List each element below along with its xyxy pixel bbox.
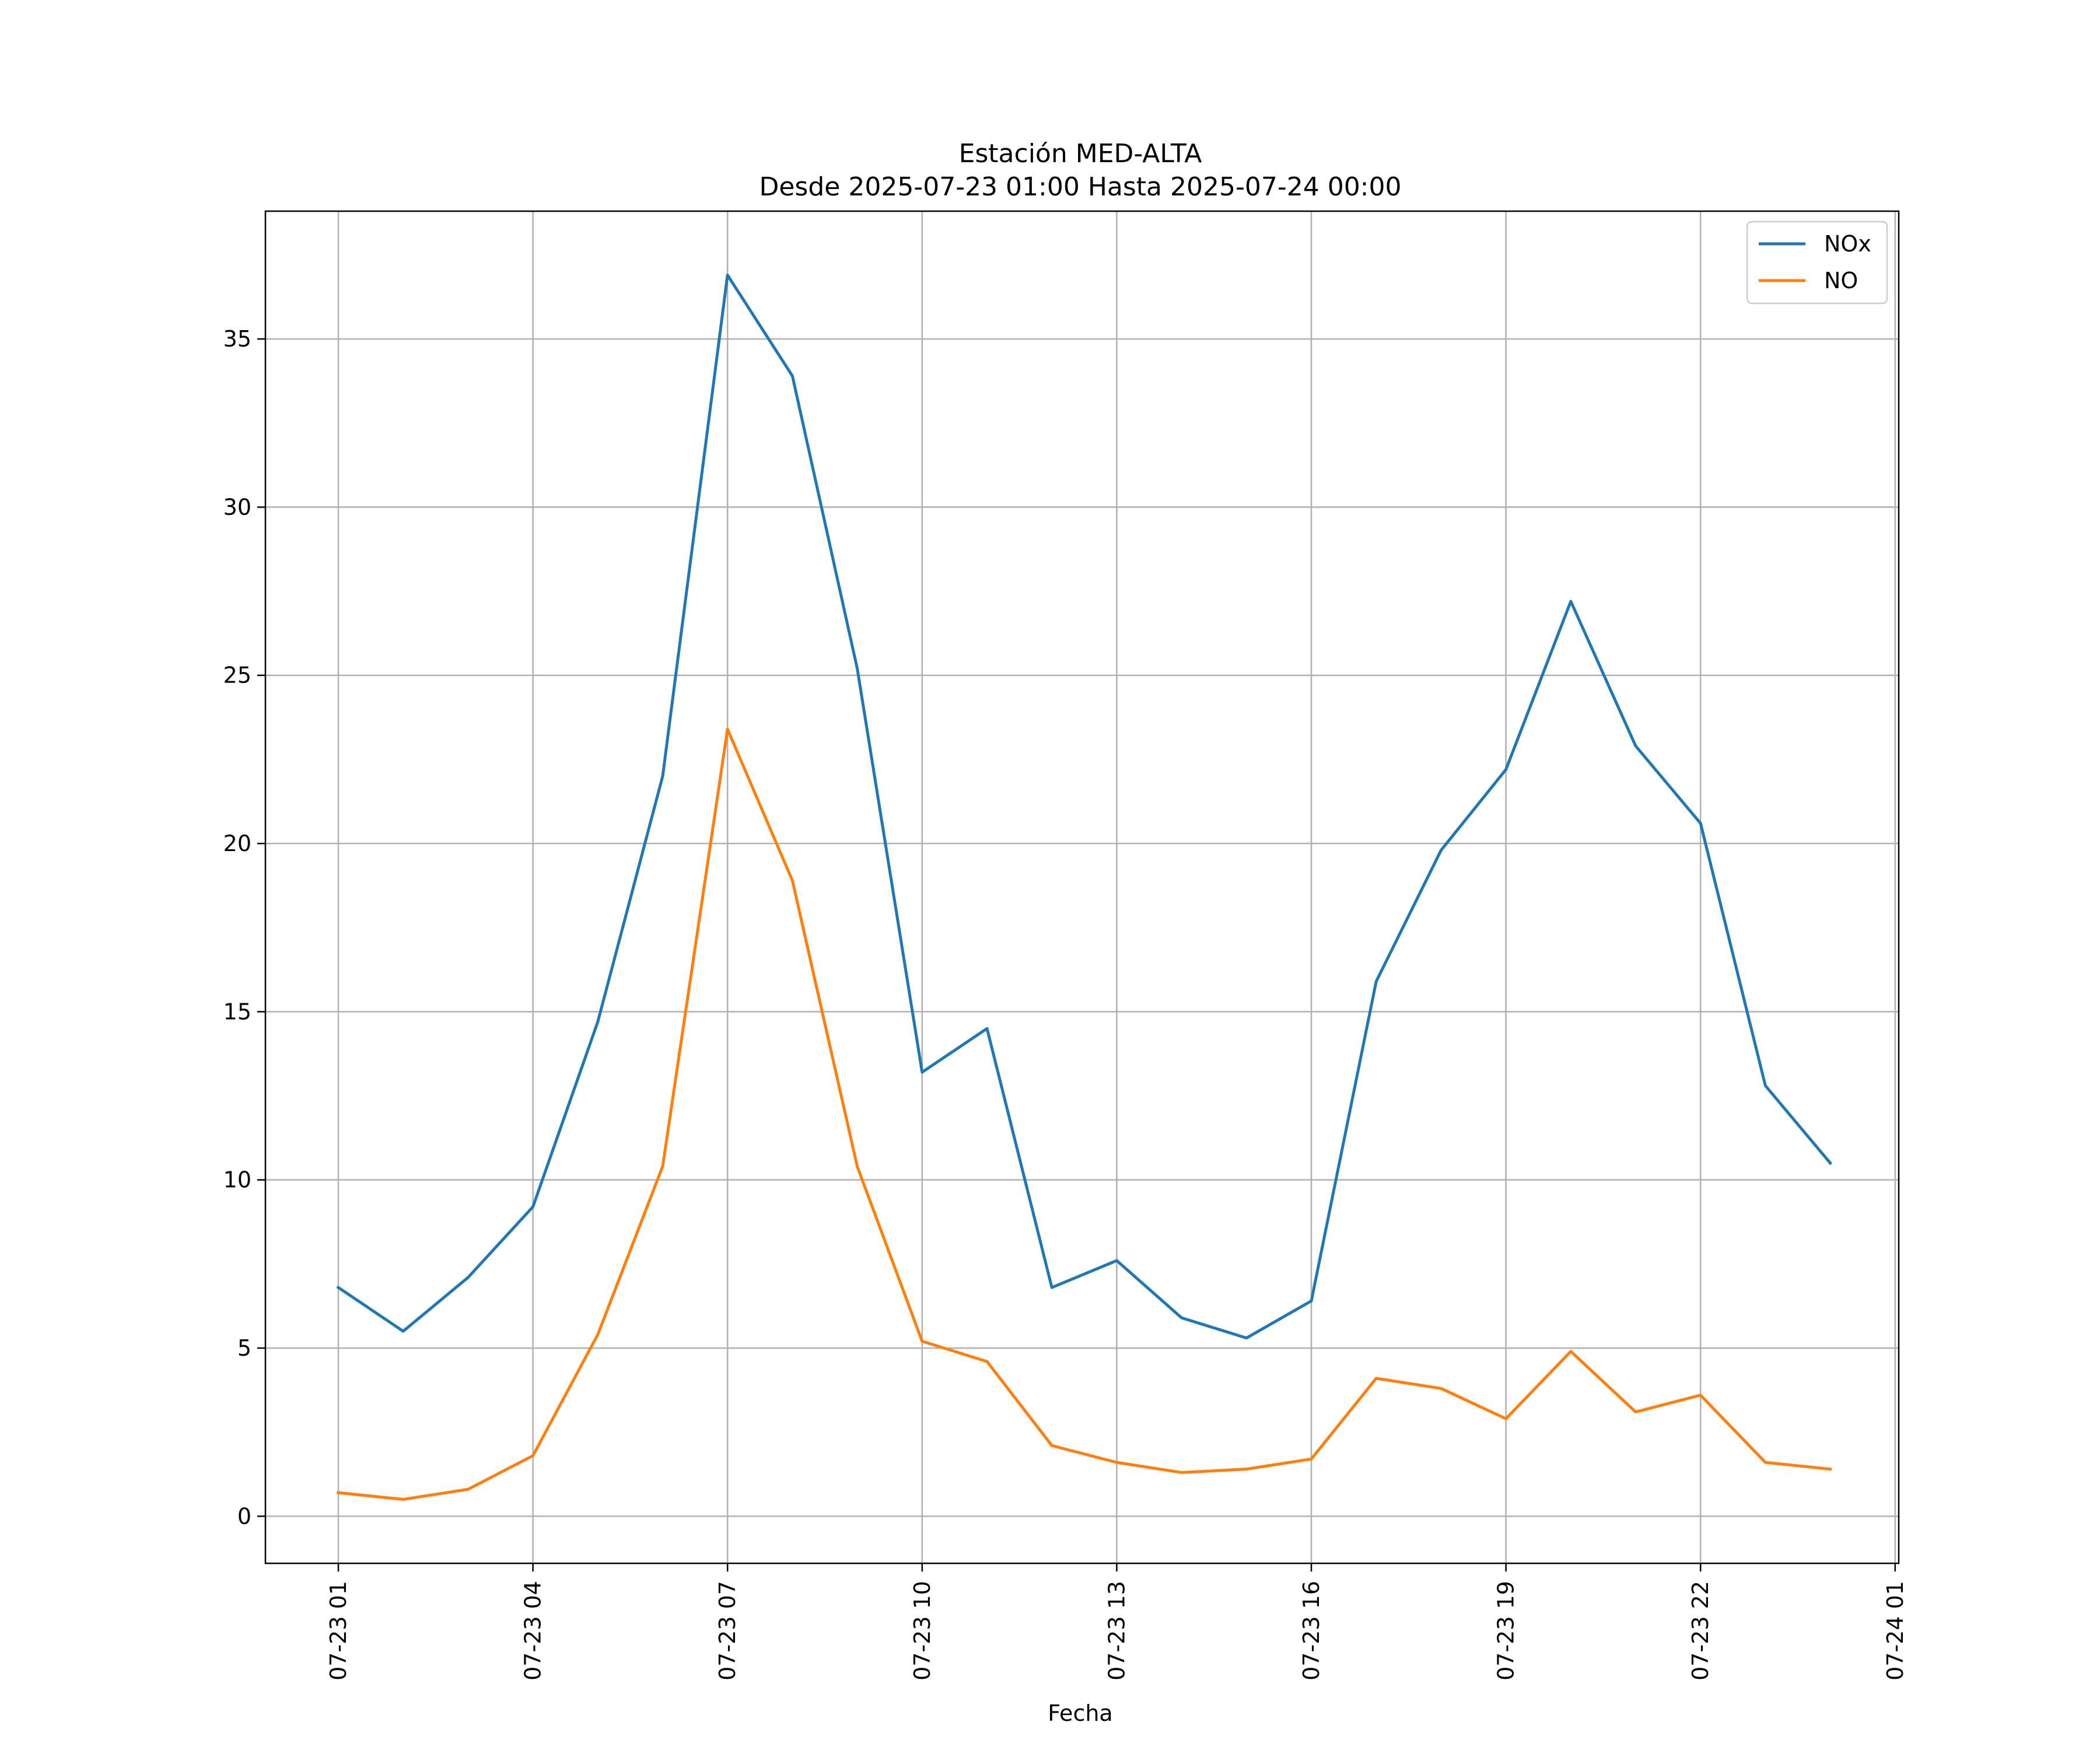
x-tick-label: 07-23 13 <box>1104 1581 1129 1681</box>
x-tick-label: 07-23 10 <box>909 1581 935 1681</box>
series-line-nox <box>336 274 1833 1340</box>
legend-box <box>1746 220 1888 304</box>
x-axis-label: Fecha <box>1048 1700 1112 1726</box>
legend-label-no: NO <box>1824 268 1858 293</box>
y-tick-label: 25 <box>223 663 251 688</box>
x-tick-label: 07-23 07 <box>715 1581 740 1681</box>
grid <box>265 211 1899 1563</box>
y-tick-label: 0 <box>237 1503 251 1529</box>
x-tick-label: 07-23 01 <box>326 1581 351 1681</box>
y-tick-label: 20 <box>223 831 251 856</box>
legend: NOx NO <box>1746 220 1888 304</box>
y-tick-label: 15 <box>223 999 251 1024</box>
plot-frame <box>264 210 1900 1564</box>
legend-label-nox: NOx <box>1824 231 1871 257</box>
x-tick-label: 07-23 22 <box>1688 1581 1713 1681</box>
axis-ticks: 07-23 01 07-23 04 07-23 07 07-23 10 07-23 13… <box>223 326 1908 1681</box>
chart-subtitle: Desde 2025-07-23 01:00 Hasta 2025-07-24 … <box>759 172 1401 202</box>
x-tick-label: 07-23 04 <box>520 1581 546 1681</box>
y-tick-label: 10 <box>223 1167 251 1193</box>
y-tick-label: 5 <box>237 1335 251 1361</box>
x-tick-label: 07-23 19 <box>1493 1581 1519 1681</box>
series-lines <box>336 274 1833 1501</box>
y-tick-label: 30 <box>223 494 251 520</box>
x-tick-label: 07-24 01 <box>1882 1581 1908 1681</box>
x-tick-label: 07-23 16 <box>1298 1581 1324 1681</box>
chart-title: Estación MED-ALTA <box>959 139 1202 169</box>
y-tick-label: 35 <box>223 326 251 352</box>
series-line-no <box>337 727 1832 1501</box>
